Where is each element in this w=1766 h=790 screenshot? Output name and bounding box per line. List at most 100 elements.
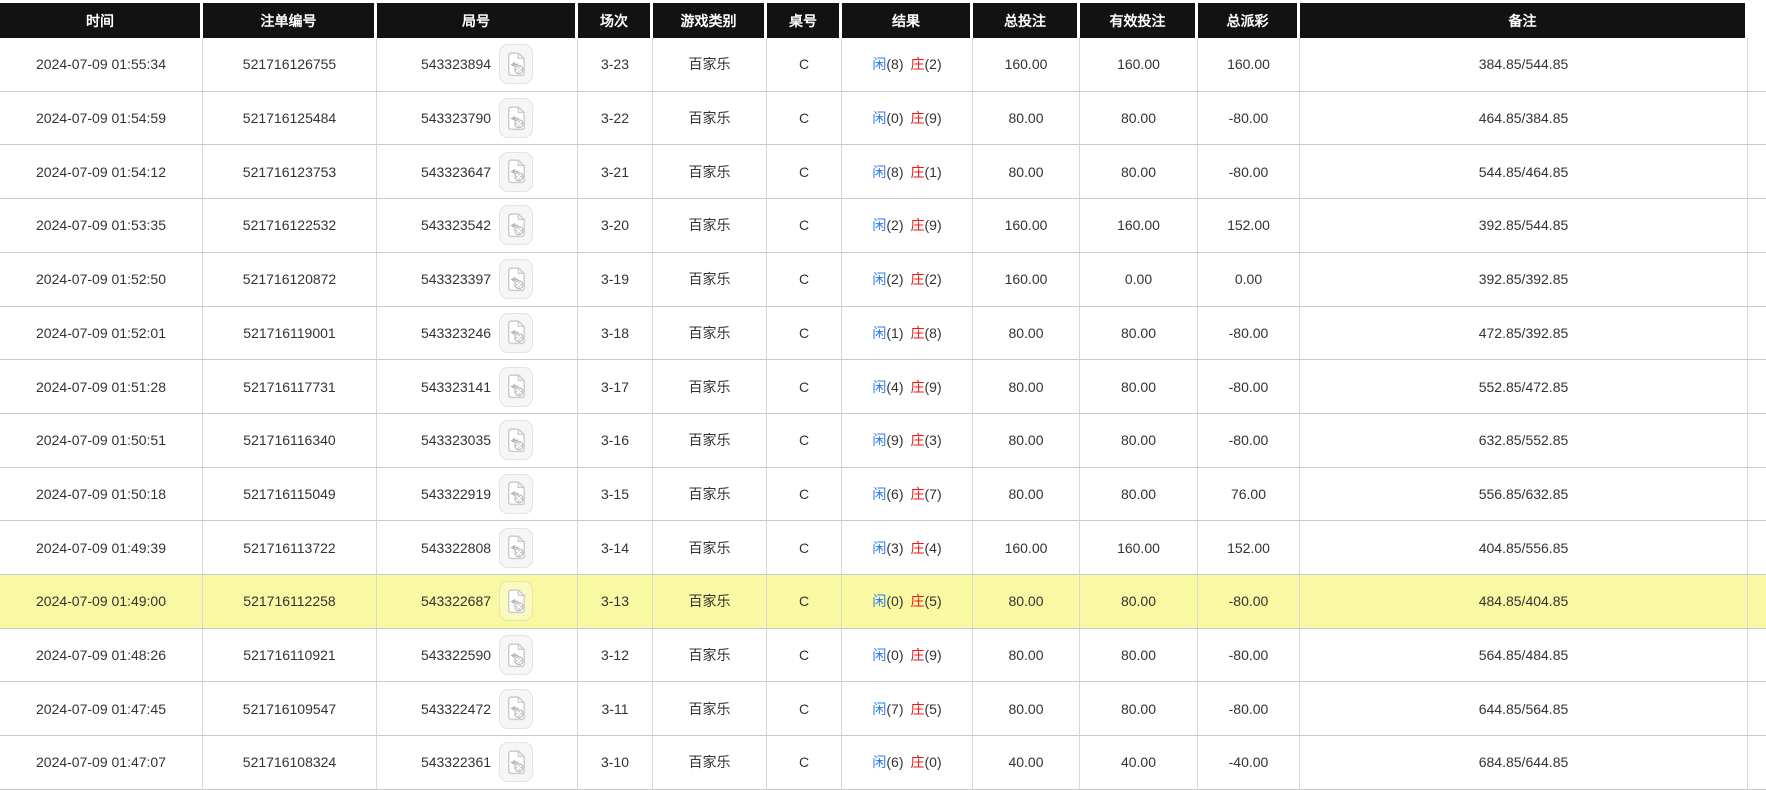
cell-session: 3-12 bbox=[578, 628, 653, 683]
banker-points: (5) bbox=[924, 700, 942, 717]
cell-session: 3-11 bbox=[578, 682, 653, 737]
table-row[interactable]: 2024-07-09 01:47:07 521716108324 5433223… bbox=[0, 736, 1766, 790]
cell-time: 2024-07-09 01:50:51 bbox=[0, 413, 203, 468]
table-row[interactable]: 2024-07-09 01:55:34 521716126755 5433238… bbox=[0, 38, 1766, 92]
video-replay-button[interactable] bbox=[499, 205, 534, 246]
cell-result: 闲(0) 庄(9) bbox=[842, 91, 973, 146]
video-replay-button[interactable] bbox=[499, 98, 534, 139]
cell-round-id: 543323035 bbox=[377, 413, 578, 468]
row-scrollbar-spacer bbox=[1748, 521, 1766, 576]
banker-label: 庄 bbox=[910, 163, 925, 180]
cell-table-no: C bbox=[767, 467, 842, 522]
cell-total-bet: 80.00 bbox=[973, 467, 1080, 522]
video-replay-button[interactable] bbox=[499, 527, 534, 568]
cell-remark: 404.85/556.85 bbox=[1300, 521, 1748, 576]
cell-table-no: C bbox=[767, 306, 842, 361]
cell-bet-id: 521716120872 bbox=[203, 252, 377, 307]
video-file-icon bbox=[508, 481, 525, 506]
cell-time: 2024-07-09 01:49:00 bbox=[0, 575, 203, 629]
cell-total-bet: 160.00 bbox=[973, 521, 1080, 576]
video-replay-button[interactable] bbox=[499, 151, 534, 192]
cell-remark: 556.85/632.85 bbox=[1300, 467, 1748, 522]
cell-result: 闲(1) 庄(8) bbox=[842, 306, 973, 361]
player-label: 闲 bbox=[872, 432, 887, 449]
cell-round-id: 543323246 bbox=[377, 306, 578, 361]
table-row[interactable]: 2024-07-09 01:49:39 521716113722 5433228… bbox=[0, 521, 1766, 576]
player-label: 闲 bbox=[872, 593, 887, 610]
player-label: 闲 bbox=[872, 271, 887, 288]
cell-total-payout: -80.00 bbox=[1198, 360, 1300, 414]
cell-result: 闲(8) 庄(1) bbox=[842, 145, 973, 200]
cell-valid-bet: 160.00 bbox=[1080, 199, 1198, 253]
video-replay-button[interactable] bbox=[499, 420, 534, 461]
records-table-body: 2024-07-09 01:55:34 521716126755 5433238… bbox=[0, 38, 1766, 790]
banker-points: (9) bbox=[924, 217, 942, 234]
cell-session: 3-20 bbox=[578, 199, 653, 253]
cell-time: 2024-07-09 01:48:26 bbox=[0, 628, 203, 683]
row-scrollbar-spacer bbox=[1748, 360, 1766, 414]
cell-table-no: C bbox=[767, 360, 842, 414]
cell-session: 3-13 bbox=[578, 575, 653, 629]
cell-total-bet: 160.00 bbox=[973, 38, 1080, 92]
player-label: 闲 bbox=[872, 485, 887, 502]
table-row[interactable]: 2024-07-09 01:54:12 521716123753 5433236… bbox=[0, 145, 1766, 200]
table-row[interactable]: 2024-07-09 01:54:59 521716125484 5433237… bbox=[0, 91, 1766, 146]
round-number: 543322472 bbox=[420, 700, 492, 717]
row-scrollbar-spacer bbox=[1748, 575, 1766, 629]
table-row[interactable]: 2024-07-09 01:47:45 521716109547 5433224… bbox=[0, 682, 1766, 737]
table-row[interactable]: 2024-07-09 01:52:01 521716119001 5433232… bbox=[0, 306, 1766, 361]
banker-label: 庄 bbox=[910, 378, 925, 395]
banker-points: (5) bbox=[924, 593, 942, 610]
cell-table-no: C bbox=[767, 91, 842, 146]
video-replay-button[interactable] bbox=[499, 312, 534, 353]
player-points: (0) bbox=[886, 110, 904, 127]
cell-time: 2024-07-09 01:53:35 bbox=[0, 199, 203, 253]
row-scrollbar-spacer bbox=[1748, 413, 1766, 468]
cell-total-bet: 80.00 bbox=[973, 145, 1080, 200]
table-row[interactable]: 2024-07-09 01:50:18 521716115049 5433229… bbox=[0, 467, 1766, 522]
cell-result: 闲(0) 庄(5) bbox=[842, 575, 973, 629]
player-points: (0) bbox=[886, 593, 904, 610]
cell-game-type: 百家乐 bbox=[653, 199, 767, 253]
cell-game-type: 百家乐 bbox=[653, 306, 767, 361]
cell-bet-id: 521716110921 bbox=[203, 628, 377, 683]
banker-label: 庄 bbox=[910, 217, 925, 234]
banker-label: 庄 bbox=[910, 110, 925, 127]
player-label: 闲 bbox=[872, 163, 887, 180]
cell-remark: 472.85/392.85 bbox=[1300, 306, 1748, 361]
video-file-icon bbox=[508, 535, 525, 560]
video-replay-button[interactable] bbox=[499, 259, 534, 300]
video-replay-button[interactable] bbox=[499, 742, 534, 783]
row-scrollbar-spacer bbox=[1748, 199, 1766, 253]
table-row[interactable]: 2024-07-09 01:50:51 521716116340 5433230… bbox=[0, 413, 1766, 468]
cell-remark: 684.85/644.85 bbox=[1300, 736, 1748, 790]
player-label: 闲 bbox=[872, 56, 887, 73]
banker-label: 庄 bbox=[910, 56, 925, 73]
cell-round-id: 543322919 bbox=[377, 467, 578, 522]
col-header-total-bet: 总投注 bbox=[973, 0, 1080, 38]
table-row[interactable]: 2024-07-09 01:51:28 521716117731 5433231… bbox=[0, 360, 1766, 414]
table-row[interactable]: 2024-07-09 01:48:26 521716110921 5433225… bbox=[0, 628, 1766, 683]
table-row[interactable]: 2024-07-09 01:49:00 521716112258 5433226… bbox=[0, 575, 1766, 629]
table-row[interactable]: 2024-07-09 01:53:35 521716122532 5433235… bbox=[0, 199, 1766, 253]
video-file-icon bbox=[508, 105, 525, 130]
video-replay-button[interactable] bbox=[499, 581, 534, 622]
video-replay-button[interactable] bbox=[499, 473, 534, 514]
cell-remark: 564.85/484.85 bbox=[1300, 628, 1748, 683]
banker-label: 庄 bbox=[910, 485, 925, 502]
cell-total-payout: 152.00 bbox=[1198, 199, 1300, 253]
cell-round-id: 543323542 bbox=[377, 199, 578, 253]
video-replay-button[interactable] bbox=[499, 44, 534, 85]
col-header-round-id: 局号 bbox=[377, 0, 578, 38]
player-points: (6) bbox=[886, 754, 904, 771]
cell-bet-id: 521716109547 bbox=[203, 682, 377, 737]
video-replay-button[interactable] bbox=[499, 688, 534, 729]
cell-game-type: 百家乐 bbox=[653, 628, 767, 683]
video-replay-button[interactable] bbox=[499, 635, 534, 676]
table-row[interactable]: 2024-07-09 01:52:50 521716120872 5433233… bbox=[0, 252, 1766, 307]
video-replay-button[interactable] bbox=[499, 366, 534, 407]
cell-total-payout: -80.00 bbox=[1198, 628, 1300, 683]
col-header-time: 时间 bbox=[0, 0, 203, 38]
banker-points: (4) bbox=[924, 539, 942, 556]
